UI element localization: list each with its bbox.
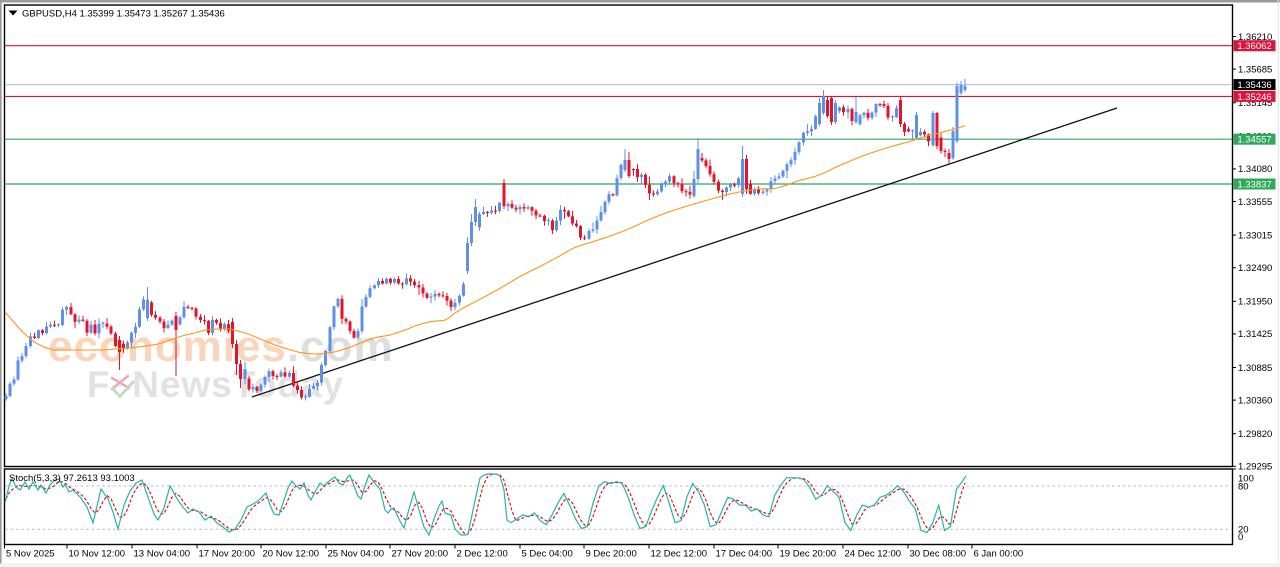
svg-text:GBPUSD,H4 1.35399 1.35473 1.3: GBPUSD,H4 1.35399 1.35473 1.35267 1.3543… — [22, 8, 225, 19]
svg-text:30 Dec 08:00: 30 Dec 08:00 — [910, 549, 967, 560]
svg-text:1.35436: 1.35436 — [1237, 80, 1271, 91]
svg-text:economies.com: economies.com — [48, 322, 394, 371]
svg-text:1.35145: 1.35145 — [1238, 98, 1272, 109]
svg-text:9 Dec 20:00: 9 Dec 20:00 — [586, 549, 637, 560]
svg-text:1.32490: 1.32490 — [1238, 263, 1272, 274]
svg-text:6 Jan 00:00: 6 Jan 00:00 — [974, 549, 1024, 560]
svg-text:1.35246: 1.35246 — [1237, 92, 1271, 103]
svg-text:27 Nov 20:00: 27 Nov 20:00 — [392, 549, 449, 560]
svg-text:0: 0 — [1238, 532, 1243, 543]
svg-text:19 Dec 20:00: 19 Dec 20:00 — [780, 549, 837, 560]
svg-text:12 Dec 12:00: 12 Dec 12:00 — [651, 549, 708, 560]
svg-text:13 Nov 04:00: 13 Nov 04:00 — [134, 549, 191, 560]
svg-text:1.30360: 1.30360 — [1238, 395, 1272, 406]
svg-text:24 Dec 12:00: 24 Dec 12:00 — [845, 549, 902, 560]
svg-text:10 Nov 12:00: 10 Nov 12:00 — [69, 549, 126, 560]
svg-text:17 Nov 20:00: 17 Nov 20:00 — [199, 549, 256, 560]
svg-text:1.31950: 1.31950 — [1238, 297, 1272, 308]
svg-text:5 Nov 2025: 5 Nov 2025 — [6, 549, 55, 560]
svg-text:20: 20 — [1238, 525, 1249, 536]
svg-text:1.33555: 1.33555 — [1238, 197, 1272, 208]
svg-text:1.33015: 1.33015 — [1238, 230, 1272, 241]
svg-text:1.33837: 1.33837 — [1237, 179, 1271, 190]
svg-text:1.31425: 1.31425 — [1238, 329, 1272, 340]
svg-text:2 Dec 12:00: 2 Dec 12:00 — [457, 549, 508, 560]
svg-text:20 Nov 12:00: 20 Nov 12:00 — [263, 549, 320, 560]
svg-text:100: 100 — [1238, 473, 1254, 484]
svg-text:1.34080: 1.34080 — [1238, 164, 1272, 175]
svg-text:1.35685: 1.35685 — [1238, 64, 1272, 75]
svg-text:Stoch(5,3,3) 97.2613 93.1003: Stoch(5,3,3) 97.2613 93.1003 — [9, 473, 135, 484]
svg-text:1.29295: 1.29295 — [1238, 462, 1272, 473]
svg-text:1.36062: 1.36062 — [1237, 41, 1271, 52]
svg-text:80: 80 — [1238, 482, 1249, 493]
svg-text:1.29820: 1.29820 — [1238, 429, 1272, 440]
svg-text:1.30885: 1.30885 — [1238, 363, 1272, 374]
svg-text:25 Nov 04:00: 25 Nov 04:00 — [328, 549, 385, 560]
svg-text:5 Dec 04:00: 5 Dec 04:00 — [522, 549, 573, 560]
svg-text:17 Dec 04:00: 17 Dec 04:00 — [716, 549, 773, 560]
svg-text:1.34557: 1.34557 — [1237, 135, 1271, 146]
svg-text:1.36210: 1.36210 — [1238, 32, 1272, 43]
